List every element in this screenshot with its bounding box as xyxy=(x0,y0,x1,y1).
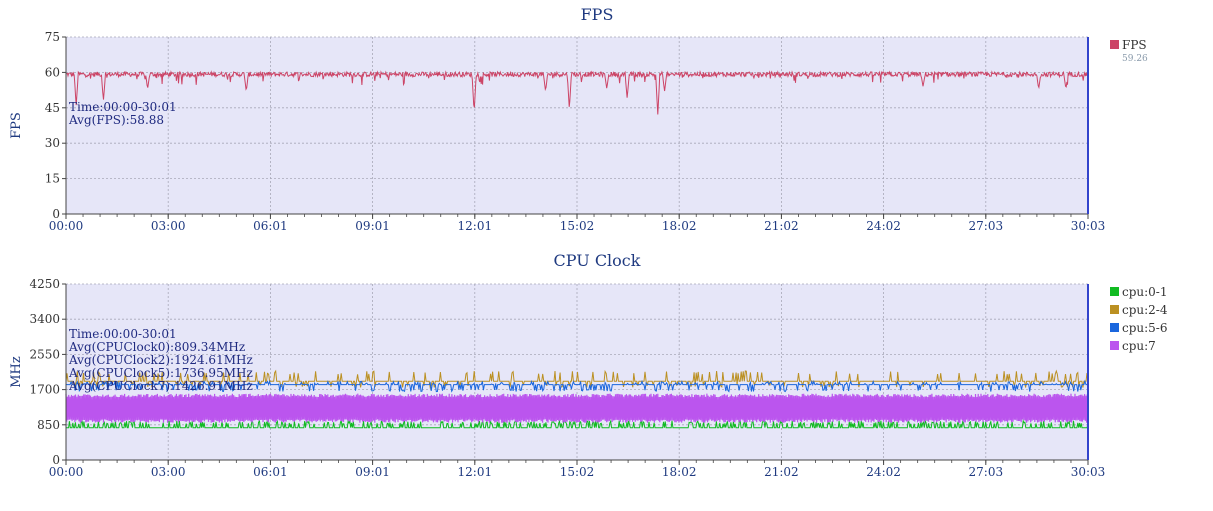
x-tick-label: 18:02 xyxy=(662,219,697,233)
legend-label: cpu:7 xyxy=(1122,339,1156,353)
x-tick-label: 00:00 xyxy=(49,465,84,479)
legend: FPS 59.26 xyxy=(1110,38,1148,64)
y-tick-label: 75 xyxy=(45,30,60,44)
legend-item[interactable]: cpu:2-4 xyxy=(1110,303,1168,317)
y-tick-label: 850 xyxy=(37,418,60,432)
legend-item[interactable]: cpu:5-6 xyxy=(1110,321,1168,335)
legend-value: 59.26 xyxy=(1122,54,1148,64)
x-tick-label: 03:00 xyxy=(151,465,186,479)
x-tick-label: 12:01 xyxy=(458,219,493,233)
stats-annotation: Time:00:00-30:01Avg(CPUClock0):809.34MHz… xyxy=(68,327,253,393)
x-tick-label: 27:03 xyxy=(969,219,1004,233)
legend-label: cpu:0-1 xyxy=(1122,285,1168,299)
x-tick-label: 15:02 xyxy=(560,465,595,479)
y-tick-label: 3400 xyxy=(29,312,60,326)
series-line-cpu-2-4 xyxy=(65,369,1089,390)
y-axis-label: MHz xyxy=(9,356,24,388)
legend-item[interactable]: cpu:0-1 xyxy=(1110,285,1168,299)
annotation-line: Avg(CPUClock5):1736.95MHz xyxy=(68,366,253,380)
legend-label: cpu:2-4 xyxy=(1122,303,1168,317)
annotation-line: Time:00:00-30:01 xyxy=(69,100,177,114)
y-tick-label: 2550 xyxy=(29,347,60,361)
y-tick-label: 60 xyxy=(45,65,60,79)
x-tick-label: 21:02 xyxy=(764,219,799,233)
legend-label: cpu:5-6 xyxy=(1122,321,1168,335)
x-tick-label: 24:02 xyxy=(866,219,901,233)
y-tick-label: 45 xyxy=(45,101,60,115)
legend-item[interactable]: FPS 59.26 xyxy=(1110,38,1148,64)
series-line-cpu-0-1 xyxy=(66,419,1089,429)
legend-swatch xyxy=(1110,287,1119,296)
chart-panel-1: CPU Clock MHz 0 850 1700 2550 3400 4250 00:00 03:… xyxy=(9,251,1168,479)
chart-panel-0: FPS FPS 0 15 30 45 60 75 00:00 03:00 06:01 09:01 12:… xyxy=(9,5,1148,233)
legend-swatch xyxy=(1110,305,1119,314)
y-tick-label: 1700 xyxy=(29,383,60,397)
x-tick-label: 21:02 xyxy=(764,465,799,479)
x-tick-label: 09:01 xyxy=(355,219,390,233)
legend-swatch xyxy=(1110,323,1119,332)
y-tick-label: 30 xyxy=(45,136,60,150)
x-tick-label: 30:03 xyxy=(1071,465,1106,479)
y-axis-label: FPS xyxy=(9,112,24,139)
x-tick-label: 27:03 xyxy=(969,465,1004,479)
y-tick-label: 4250 xyxy=(29,277,60,291)
series-line-fps xyxy=(65,69,1089,115)
x-tick-label: 12:01 xyxy=(458,465,493,479)
x-tick-label: 06:01 xyxy=(253,465,288,479)
y-tick-label: 0 xyxy=(52,453,60,467)
annotation-line: Time:00:00-30:01 xyxy=(69,327,177,341)
chart-title: CPU Clock xyxy=(554,251,641,270)
chart-title: FPS xyxy=(581,5,614,24)
legend-swatch xyxy=(1110,341,1119,350)
legend-label: FPS xyxy=(1122,38,1147,52)
legend-swatch xyxy=(1110,40,1119,49)
series-line-cpu-5-6 xyxy=(66,379,1088,393)
annotation-line: Avg(FPS):58.88 xyxy=(68,113,164,127)
x-tick-label: 18:02 xyxy=(662,465,697,479)
y-tick-label: 15 xyxy=(45,172,60,186)
x-tick-label: 00:00 xyxy=(49,219,84,233)
series-line-cpu-7 xyxy=(65,393,1089,423)
x-tick-label: 09:01 xyxy=(355,465,390,479)
x-tick-label: 24:02 xyxy=(866,465,901,479)
x-tick-label: 03:00 xyxy=(151,219,186,233)
x-tick-label: 15:02 xyxy=(560,219,595,233)
annotation-line: Avg(CPUClock7):1426.91MHz xyxy=(68,379,253,393)
legend-item[interactable]: cpu:7 xyxy=(1110,339,1156,353)
grid xyxy=(66,36,1088,214)
x-tick-label: 06:01 xyxy=(253,219,288,233)
annotation-line: Avg(CPUClock0):809.34MHz xyxy=(68,340,245,354)
annotation-line: Avg(CPUClock2):1924.61MHz xyxy=(68,353,253,367)
x-tick-label: 30:03 xyxy=(1071,219,1106,233)
y-tick-label: 0 xyxy=(52,207,60,221)
legend: cpu:0-1 cpu:2-4 cpu:5-6 cpu:7 xyxy=(1110,285,1168,353)
